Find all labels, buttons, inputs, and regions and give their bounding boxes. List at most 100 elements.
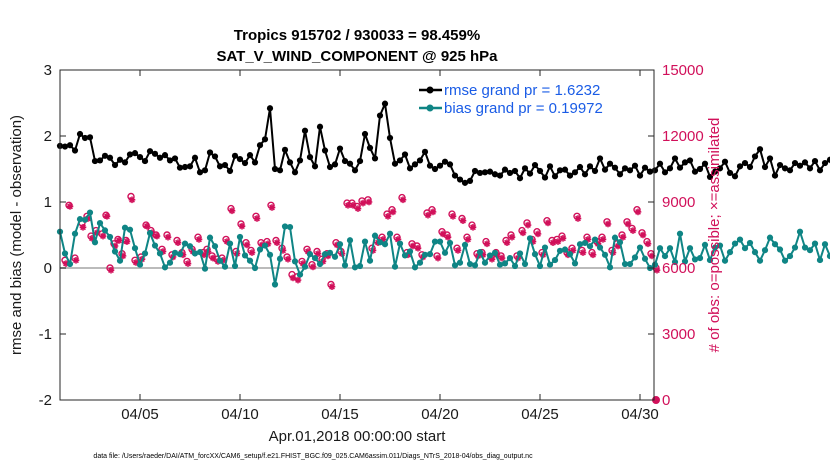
rmse-point [116, 156, 124, 163]
obs-assimilated-marker [66, 203, 74, 210]
bias-point [191, 250, 199, 257]
rmse-point [296, 157, 304, 164]
rmse-point [281, 146, 289, 153]
bias-point [421, 251, 429, 258]
obs-assimilated-marker [653, 266, 661, 274]
obs-assimilated-marker [314, 250, 322, 257]
bias-point [471, 262, 479, 269]
obs-assimilated-marker [508, 233, 516, 241]
bias-point [576, 241, 584, 248]
bias-point [376, 239, 384, 246]
bias-point [476, 249, 484, 256]
rmse-point [191, 154, 199, 161]
bias-point [706, 256, 714, 264]
rmse-point [456, 176, 464, 183]
rmse-point [556, 167, 564, 174]
rmse-point [711, 168, 719, 175]
bias-point [816, 256, 824, 264]
bias-point [341, 262, 349, 269]
bias-point [461, 241, 469, 248]
bias-point [616, 239, 624, 246]
obs-assimilated-marker [534, 230, 542, 238]
bias-point [361, 238, 369, 245]
rmse-point [681, 159, 689, 166]
bias-point [86, 209, 94, 216]
obs-assimilated-marker [349, 202, 357, 209]
bias-point [396, 240, 404, 247]
bias-point [446, 239, 454, 247]
bias-point [186, 243, 194, 250]
obs-assimilated-marker [549, 239, 557, 246]
bias-point [331, 253, 339, 260]
rmse-point [91, 157, 99, 165]
bias-point [701, 241, 709, 248]
rmse-point [416, 157, 424, 164]
obs-assimilated-marker [243, 241, 251, 249]
obs-assimilated-marker [365, 198, 373, 206]
obs-assimilated-marker [228, 207, 236, 215]
bias-point [236, 233, 244, 241]
rmse-point [136, 154, 144, 161]
rmse-point [661, 169, 669, 176]
rmse-point [691, 168, 699, 175]
legend-bias-marker [426, 104, 434, 112]
rmse-point [611, 164, 619, 171]
bias-point [811, 240, 819, 247]
bias-point [431, 238, 439, 245]
obs-assimilated-marker [624, 220, 632, 228]
bias-point [691, 256, 699, 263]
rmse-point [761, 163, 769, 171]
bias-point [176, 251, 184, 258]
rmse-point [566, 172, 574, 179]
bias-point [111, 248, 119, 255]
bias-point [276, 255, 284, 262]
rmse-point [176, 164, 184, 171]
bias-point [246, 257, 254, 264]
bias-point [626, 260, 634, 268]
y2-axis-label: # of obs: o=possible; ×=assimilated [706, 118, 723, 353]
rmse-point [341, 157, 349, 165]
bias-point [71, 230, 79, 237]
bias-point [601, 251, 609, 258]
rmse-point [376, 112, 384, 119]
rmse-point [561, 166, 569, 173]
rmse-point [411, 161, 419, 168]
x-axis: 04/05 04/10 04/15 04/20 04/25 04/30 [121, 70, 659, 423]
bias-point [781, 257, 789, 264]
rmse-point [396, 157, 404, 164]
obs-assimilated-marker [604, 220, 612, 228]
x-tick-label: 04/10 [221, 406, 259, 423]
bias-point [731, 240, 739, 247]
bias-point [496, 261, 504, 268]
rmse-point [316, 123, 324, 130]
bias-point [81, 216, 89, 223]
bias-point [786, 253, 794, 260]
rmse-point [491, 171, 499, 178]
bias-point [806, 247, 814, 254]
y2-tick-label: 12000 [662, 128, 704, 145]
bias-point [801, 244, 809, 251]
obs-assimilated-marker [238, 222, 246, 230]
rmse-point [151, 150, 159, 157]
rmse-point [446, 161, 454, 168]
bias-point [711, 244, 719, 251]
bias-point [146, 229, 154, 237]
obs-assimilated-marker [619, 233, 627, 241]
obs-assimilated-marker [72, 256, 80, 264]
obs-assimilated-marker [434, 254, 442, 262]
rmse-point [666, 165, 674, 172]
y-axis-label: rmse and bias (model - observation) [8, 115, 25, 355]
bias-point [451, 262, 459, 269]
y2-tick-label: 9000 [662, 194, 695, 211]
obs-assimilated-marker [344, 202, 352, 209]
bias-point [621, 260, 629, 268]
bias-point [351, 264, 359, 271]
bias-point [546, 261, 554, 268]
y-tick-label: -1 [39, 326, 52, 343]
rmse-point [351, 167, 359, 174]
bias-point [286, 223, 294, 231]
obs-assimilated-marker [519, 229, 527, 237]
obs-count-layer [61, 192, 661, 404]
chart-title: Tropics 915702 / 930033 = 98.459% [234, 27, 480, 44]
rmse-point [431, 165, 439, 173]
